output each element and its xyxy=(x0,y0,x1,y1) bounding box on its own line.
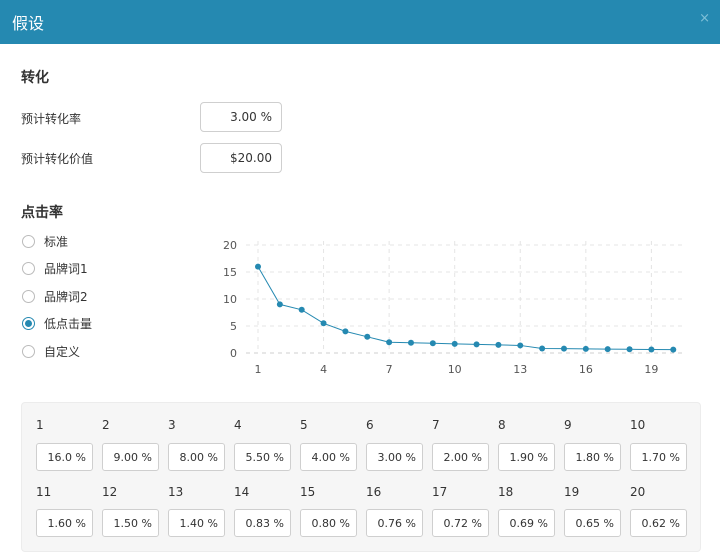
ctr-data-point xyxy=(582,345,589,352)
close-icon[interactable]: × xyxy=(699,11,710,26)
ctr-option-label: 低点击量 xyxy=(44,317,93,331)
dialog-title: 假设 xyxy=(12,14,45,33)
dialog-header: 假设 × xyxy=(0,0,720,44)
position-ctr-input[interactable]: 0.80 % xyxy=(300,509,357,537)
ctr-data-point xyxy=(320,320,327,327)
ctr-data-point xyxy=(604,346,611,353)
position-ctr-input[interactable]: 1.60 % xyxy=(36,509,93,537)
x-tick-label: 16 xyxy=(579,363,593,376)
ctr-data-point xyxy=(670,346,677,353)
position-label: 5 xyxy=(300,418,308,432)
position-label: 18 xyxy=(498,485,514,499)
position-ctr-input[interactable]: 8.00 % xyxy=(168,443,225,471)
position-label: 6 xyxy=(366,418,374,432)
x-tick-label: 19 xyxy=(644,363,658,376)
position-ctr-input[interactable]: 1.50 % xyxy=(102,509,159,537)
x-tick-label: 13 xyxy=(513,363,527,376)
position-label: 14 xyxy=(234,485,250,499)
radio-button[interactable] xyxy=(22,289,35,303)
position-ctr-input[interactable]: 4.00 % xyxy=(300,443,357,471)
position-ctr-input[interactable]: 0.83 % xyxy=(234,509,291,537)
ctr-series-line xyxy=(257,266,674,351)
ctr-data-point xyxy=(364,333,371,340)
position-label: 11 xyxy=(36,485,52,499)
y-tick-label: 15 xyxy=(223,266,237,279)
ctr-data-point xyxy=(276,301,283,308)
ctr-heading: 点击率 xyxy=(21,205,63,221)
ctr-data-point xyxy=(451,340,458,347)
position-ctr-input[interactable]: 1.90 % xyxy=(498,443,555,471)
x-tick-label: 10 xyxy=(448,363,462,376)
position-label: 4 xyxy=(234,418,242,432)
x-tick-label: 7 xyxy=(386,363,393,376)
ctr-data-point xyxy=(626,346,633,353)
position-label: 12 xyxy=(102,485,118,499)
ctr-data-point xyxy=(473,341,480,348)
position-ctr-input[interactable]: 1.70 % xyxy=(630,443,687,471)
position-label: 13 xyxy=(168,485,184,499)
position-label: 10 xyxy=(630,418,646,432)
ctr-option-1[interactable]: 标准 xyxy=(22,233,68,249)
position-ctr-input[interactable]: 1.40 % xyxy=(168,509,225,537)
ctr-data-point xyxy=(539,345,546,352)
position-ctr-input[interactable]: 1.80 % xyxy=(564,443,621,471)
position-label: 2 xyxy=(102,418,110,432)
position-ctr-input[interactable]: 0.76 % xyxy=(366,509,423,537)
radio-button[interactable] xyxy=(22,262,35,275)
position-ctr-input[interactable]: 0.72 % xyxy=(432,509,489,537)
position-ctr-input[interactable]: 2.00 % xyxy=(432,443,489,471)
position-ctr-input[interactable]: 0.62 % xyxy=(630,509,687,537)
ctr-data-point xyxy=(517,342,524,349)
ctr-option-2[interactable]: 品牌词1 xyxy=(22,261,88,277)
position-label: 7 xyxy=(432,418,440,432)
y-tick-label: 10 xyxy=(223,293,237,306)
position-ctr-input[interactable]: 16.0 % xyxy=(36,443,93,471)
position-ctr-input[interactable]: 0.65 % xyxy=(564,509,621,537)
radio-button[interactable] xyxy=(22,344,35,358)
position-label: 17 xyxy=(432,485,448,499)
ctr-data-point xyxy=(495,341,502,348)
position-label: 9 xyxy=(564,418,572,432)
position-label: 16 xyxy=(366,485,382,499)
ctr-option-label: 品牌词2 xyxy=(44,289,88,304)
position-label: 8 xyxy=(498,418,506,432)
conversion-heading: 转化 xyxy=(21,70,49,86)
x-tick-label: 1 xyxy=(255,363,262,376)
conversion-value-input[interactable]: $20.00 xyxy=(200,143,282,173)
ctr-option-label: 自定义 xyxy=(44,344,81,359)
ctr-data-point xyxy=(255,263,261,270)
position-label: 20 xyxy=(630,485,646,499)
radio-button[interactable] xyxy=(22,234,35,248)
position-ctr-panel: 1 16.0 % 2 9.00 % 3 8.00 % 4 5.50 % 5 4.00 % 6 3.00… xyxy=(21,402,701,552)
position-ctr-input[interactable]: 5.50 % xyxy=(234,443,291,471)
ctr-option-5[interactable]: 自定义 xyxy=(22,343,80,359)
position-ctr-input[interactable]: 0.69 % xyxy=(498,509,555,537)
conversion-rate-label: 预计转化率 xyxy=(21,112,82,126)
ctr-data-point xyxy=(429,340,436,347)
ctr-data-point xyxy=(407,339,414,346)
ctr-option-label: 品牌词1 xyxy=(44,262,88,276)
ctr-chart: 0 5 10 15 20 1 4 7 10 13 16 19 xyxy=(223,239,682,376)
position-ctr-input[interactable]: 9.00 % xyxy=(102,443,159,471)
radio-button[interactable] xyxy=(22,317,35,330)
ctr-option-4[interactable]: 低点击量 xyxy=(22,316,92,332)
ctr-data-point xyxy=(298,306,305,313)
ctr-data-point xyxy=(560,345,567,352)
conversion-rate-input[interactable]: 3.00 % xyxy=(200,102,282,132)
ctr-option-3[interactable]: 品牌词2 xyxy=(22,288,88,304)
y-tick-label: 0 xyxy=(230,347,237,360)
y-tick-label: 5 xyxy=(230,320,237,333)
position-label: 3 xyxy=(168,418,176,432)
position-ctr-input[interactable]: 3.00 % xyxy=(366,443,423,471)
y-tick-label: 20 xyxy=(223,239,237,252)
conversion-value-label: 预计转化价值 xyxy=(21,152,94,166)
position-label: 15 xyxy=(300,485,316,499)
ctr-data-point xyxy=(342,328,349,335)
position-label: 1 xyxy=(36,418,44,432)
ctr-data-point xyxy=(648,346,655,353)
ctr-option-label: 标准 xyxy=(44,234,69,249)
position-label: 19 xyxy=(564,485,580,499)
ctr-data-point xyxy=(386,339,393,346)
x-tick-label: 4 xyxy=(320,363,327,376)
